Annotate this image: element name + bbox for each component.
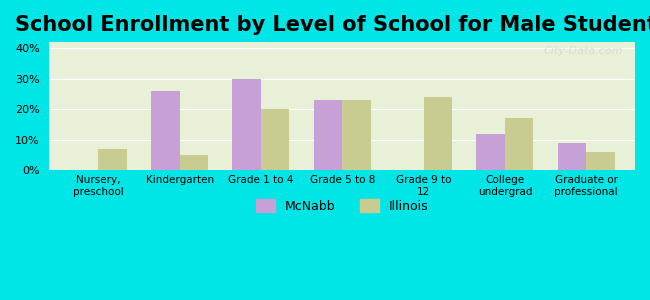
Bar [343, 100, 370, 170]
Bar [586, 152, 615, 170]
Text: City-Data.com: City-Data.com [544, 46, 623, 56]
Legend: McNabb, Illinois: McNabb, Illinois [251, 194, 434, 218]
Bar [505, 118, 534, 170]
Bar [424, 97, 452, 170]
Bar [233, 79, 261, 170]
Bar [98, 149, 127, 170]
Title: School Enrollment by Level of School for Male Students: School Enrollment by Level of School for… [15, 15, 650, 35]
Bar [151, 91, 179, 170]
Bar [558, 143, 586, 170]
Bar [261, 109, 289, 170]
Bar [314, 100, 343, 170]
Bar [179, 155, 208, 170]
Bar [476, 134, 505, 170]
